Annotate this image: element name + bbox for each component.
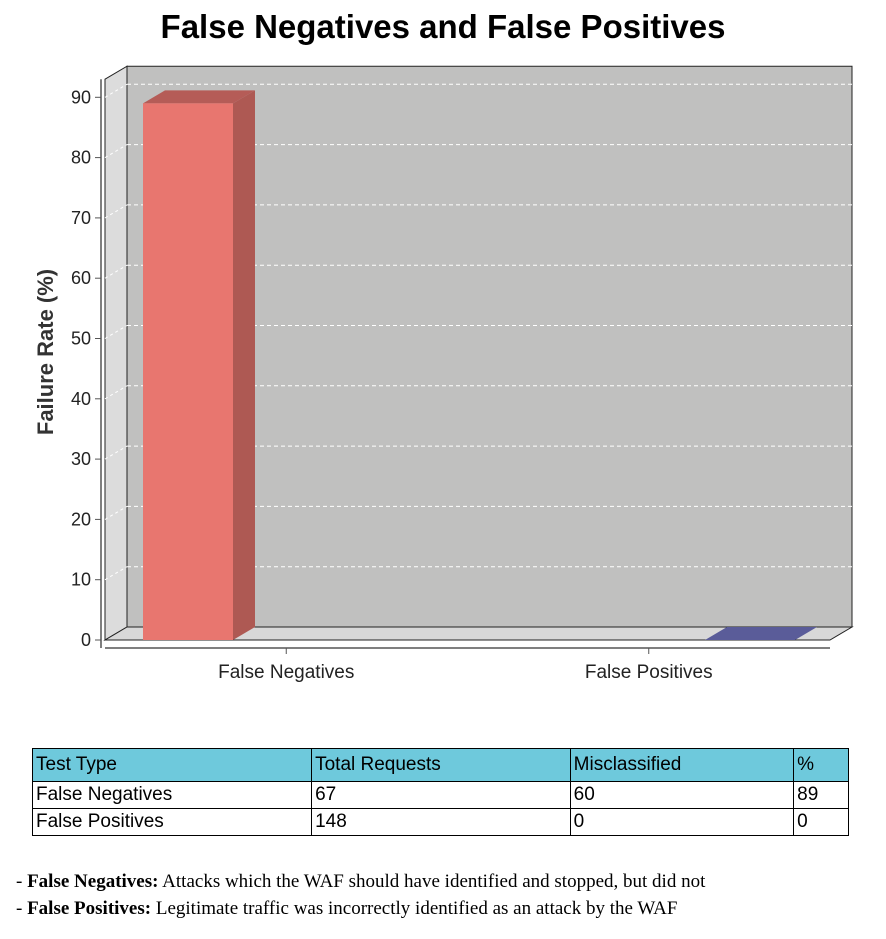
- x-tick-labels: False Negatives False Positives: [218, 648, 713, 683]
- bar-side: [233, 90, 255, 640]
- definition-item: - False Negatives: Attacks which the WAF…: [16, 871, 706, 892]
- chart-title: False Negatives and False Positives: [160, 8, 726, 45]
- floor: [103, 626, 854, 641]
- bar-false-positives: [705, 627, 817, 640]
- y-tick-label: 90: [71, 87, 91, 107]
- side-wall: [104, 65, 128, 641]
- axes: [100, 79, 830, 649]
- table-header-cell: Total Requests: [311, 748, 571, 782]
- y-tick-label: 60: [71, 268, 91, 288]
- gridline-side: [104, 566, 128, 581]
- table-cell: 67: [311, 781, 571, 809]
- y-tick-labels: 0 10 20 30 40 50 60 70 80 90: [71, 87, 101, 650]
- y-tick-label: 80: [71, 148, 91, 168]
- y-tick-label: 20: [71, 509, 91, 529]
- x-tick-label: False Negatives: [218, 662, 354, 683]
- gridline-side: [104, 264, 128, 279]
- table-cell: 148: [311, 808, 571, 836]
- gridline-side: [104, 204, 128, 219]
- definitions: - False Negatives: Attacks which the WAF…: [16, 868, 705, 922]
- y-tick-label: 70: [71, 208, 91, 228]
- table-header-cell: Misclassified: [569, 748, 795, 782]
- definition-term: False Negatives:: [27, 871, 159, 892]
- gridline-side: [104, 144, 128, 159]
- definition-term: False Positives:: [27, 898, 152, 919]
- definition-text: Attacks which the WAF should have identi…: [158, 871, 706, 892]
- table-row: False Positives 148 0 0: [31, 808, 849, 836]
- x-tick-label: False Positives: [585, 662, 713, 683]
- y-tick-label: 50: [71, 329, 91, 349]
- table-cell: 89: [793, 781, 849, 809]
- bar-top: [705, 627, 817, 640]
- table-header-cell: %: [793, 748, 849, 782]
- plot-background: [103, 65, 854, 641]
- y-axis-label: Failure Rate (%): [33, 269, 58, 435]
- table-cell: 60: [569, 781, 795, 809]
- y-tick-label: 10: [71, 570, 91, 590]
- gridline-side: [104, 445, 128, 460]
- table-header-cell: Test Type: [31, 748, 313, 782]
- y-tick-label: 40: [71, 389, 91, 409]
- y-tick-label: 0: [81, 630, 91, 650]
- gridline-side: [104, 325, 128, 339]
- table-row: False Negatives 67 60 89: [31, 781, 849, 809]
- gridline-side: [104, 83, 128, 98]
- y-tick-label: 30: [71, 449, 91, 469]
- gridline-side: [104, 385, 128, 400]
- bars: [143, 90, 817, 640]
- table-header-row: Test Type Total Requests Misclassified%: [31, 748, 849, 782]
- results-table: Test Type Total Requests Misclassified% Fa…: [31, 748, 849, 836]
- table-cell: False Negatives: [31, 781, 313, 809]
- definition-item: - False Positives: Legitimate traffic wa…: [16, 898, 678, 919]
- bar-top: [143, 90, 255, 104]
- bar-front: [143, 103, 233, 640]
- table-cell: 0: [569, 808, 795, 836]
- table-cell: 0: [793, 808, 849, 836]
- definition-text: Legitimate traffic was incorrectly ident…: [151, 898, 678, 919]
- gridline-side: [104, 505, 128, 520]
- bar-false-negatives: [143, 90, 255, 640]
- table-cell: False Positives: [31, 808, 313, 836]
